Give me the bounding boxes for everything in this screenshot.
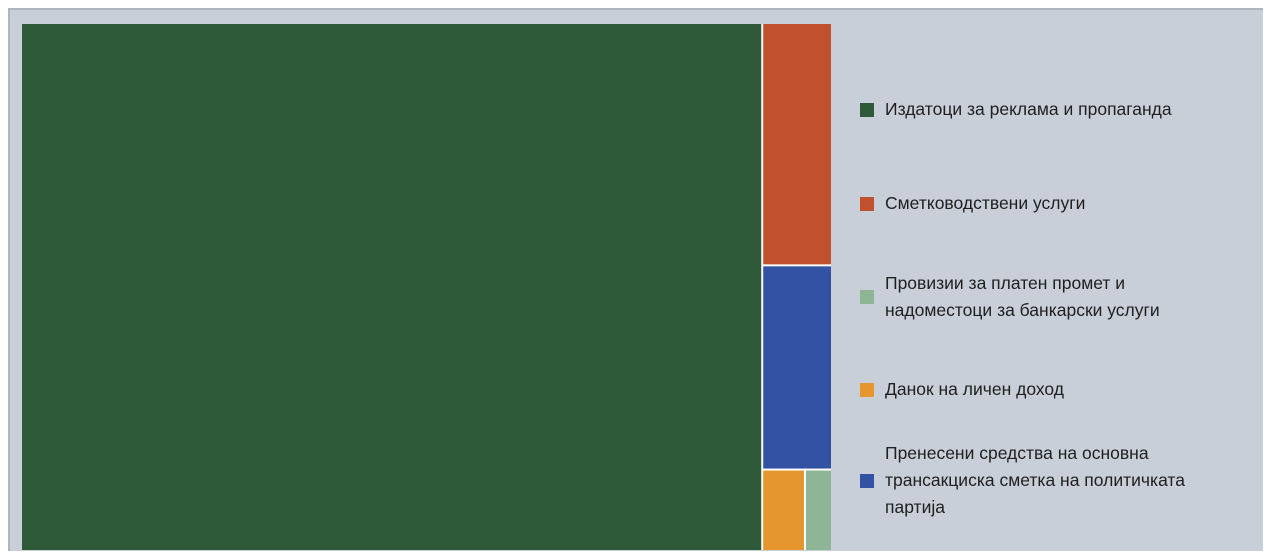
legend-swatch	[860, 382, 874, 397]
legend-item-bank-fees: Провизии за платен промет и надоместоци …	[860, 270, 1270, 324]
legend-label: Пренесени средства на основна трансакцис…	[885, 443, 1185, 517]
legend-swatch	[860, 473, 874, 488]
legend-swatch	[860, 290, 874, 304]
legend-swatch	[860, 196, 874, 211]
treemap-cell-advertising	[22, 24, 762, 550]
treemap-cell-income-tax	[763, 470, 804, 550]
treemap-cell-transferred-funds	[763, 266, 831, 469]
legend-item-income-tax: Данок на личен доход	[860, 376, 1270, 403]
treemap-svg	[22, 24, 831, 550]
treemap-cell-accounting	[763, 24, 831, 265]
legend-swatch	[860, 102, 874, 117]
chart-legend: Издатоци за реклама и пропаганда Сметков…	[860, 24, 1270, 550]
chart-frame: Издатоци за реклама и пропаганда Сметков…	[8, 8, 1263, 551]
legend-label: Издатоци за реклама и пропаганда	[885, 99, 1172, 119]
legend-item-accounting: Сметководствени услуги	[860, 190, 1270, 217]
treemap-cell-bank-fees	[805, 470, 831, 550]
legend-label: Провизии за платен промет и надоместоци …	[885, 273, 1160, 320]
legend-item-advertising: Издатоци за реклама и пропаганда	[860, 96, 1270, 123]
legend-label: Данок на личен доход	[885, 379, 1064, 399]
legend-label: Сметководствени услуги	[885, 193, 1086, 213]
legend-item-transferred-funds: Пренесени средства на основна трансакцис…	[860, 440, 1270, 521]
treemap-plot	[22, 24, 831, 550]
